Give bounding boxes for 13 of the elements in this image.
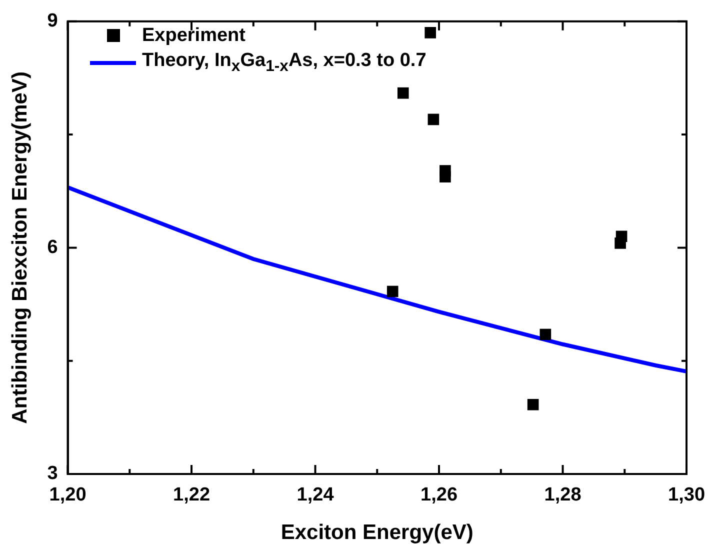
- x-tick-label: 1,30: [668, 484, 705, 506]
- legend-label: Experiment: [142, 24, 246, 46]
- x-tick-label: 1,28: [544, 484, 582, 506]
- x-tick-label: 1,26: [420, 484, 458, 506]
- y-tick-label: 3: [47, 463, 58, 484]
- y-axis-title: Antibinding Biexciton Energy(meV): [8, 72, 32, 424]
- y-tick-label: 6: [47, 236, 58, 258]
- legend-label: Theory, In$_{x}$Ga$_{1-x}$As, x=0.3 to 0.7: [142, 50, 426, 76]
- x-tick-label: 1,24: [296, 484, 334, 506]
- x-tick-label: 1,22: [173, 484, 210, 506]
- x-axis-title: Exciton Energy(eV): [280, 521, 474, 544]
- x-tick-label: 1,20: [49, 484, 86, 506]
- y-tick-label: 9: [47, 10, 58, 32]
